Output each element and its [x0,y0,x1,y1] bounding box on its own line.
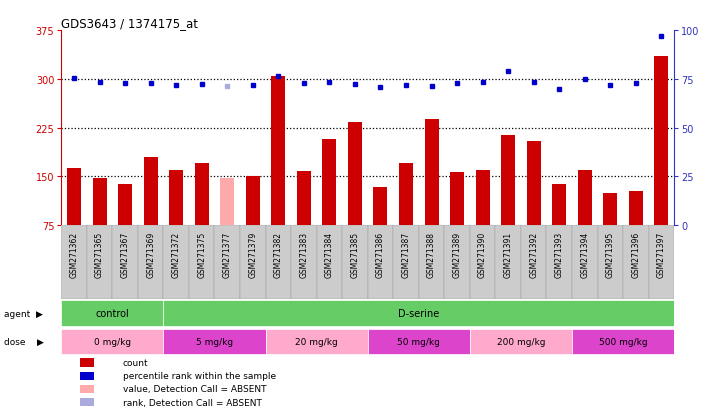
Text: GSM271388: GSM271388 [427,231,436,278]
Text: dose    ▶: dose ▶ [4,337,43,346]
Bar [80,385,94,393]
Text: GSM271391: GSM271391 [504,231,513,278]
Bar [521,225,547,299]
Text: GSM271397: GSM271397 [657,231,666,278]
Text: GSM271384: GSM271384 [325,231,334,278]
Bar [80,358,94,367]
Text: GSM271390: GSM271390 [478,231,487,278]
Bar [368,329,470,354]
Bar [348,123,362,225]
Bar [112,225,138,299]
Bar [649,225,674,299]
Bar [271,76,286,225]
Bar [373,188,387,225]
Text: GSM271393: GSM271393 [554,231,564,278]
Text: GSM271377: GSM271377 [223,231,231,278]
Text: GSM271386: GSM271386 [376,231,385,278]
Bar [629,192,643,225]
Text: rank, Detection Call = ABSENT: rank, Detection Call = ABSENT [123,398,262,407]
Text: GSM271372: GSM271372 [172,231,181,278]
Text: GSM271387: GSM271387 [402,231,410,278]
Bar [143,157,158,225]
Bar [470,225,495,299]
Bar [61,225,87,299]
Text: GSM271367: GSM271367 [120,231,130,278]
Bar [444,225,470,299]
Bar [138,225,164,299]
Bar [164,301,674,326]
Bar [501,136,516,225]
Bar [526,141,541,225]
Bar [61,301,164,326]
Text: 500 mg/kg: 500 mg/kg [598,337,647,346]
Text: 50 mg/kg: 50 mg/kg [397,337,441,346]
Bar [164,329,265,354]
Bar [655,57,668,225]
Bar [322,140,337,225]
Text: agent  ▶: agent ▶ [4,309,43,318]
Bar [572,225,598,299]
Bar [578,171,592,225]
Bar [399,164,413,225]
Bar [393,225,419,299]
Bar [80,372,94,380]
Bar [246,177,260,225]
Bar [189,225,215,299]
Bar [291,225,317,299]
Bar [80,398,94,406]
Bar [297,172,311,225]
Text: control: control [95,309,129,318]
Bar [92,178,107,225]
Bar [495,225,521,299]
Bar [368,225,393,299]
Text: 0 mg/kg: 0 mg/kg [94,337,131,346]
Bar [598,225,623,299]
Bar [623,225,649,299]
Bar [470,329,572,354]
Text: D-serine: D-serine [398,309,439,318]
Bar [265,225,291,299]
Bar [425,120,438,225]
Bar [195,164,209,225]
Bar [476,171,490,225]
Bar [342,225,368,299]
Bar [572,329,674,354]
Bar [265,329,368,354]
Text: 200 mg/kg: 200 mg/kg [497,337,545,346]
Text: GSM271385: GSM271385 [350,231,360,278]
Bar [552,185,566,225]
Text: percentile rank within the sample: percentile rank within the sample [123,371,275,380]
Bar [67,169,81,225]
Text: GSM271379: GSM271379 [248,231,257,278]
Text: GSM271362: GSM271362 [69,231,79,278]
Bar [87,225,112,299]
Bar [169,171,183,225]
Bar [220,179,234,225]
Text: GSM271369: GSM271369 [146,231,155,278]
Bar [450,172,464,225]
Bar [419,225,444,299]
Text: value, Detection Call = ABSENT: value, Detection Call = ABSENT [123,385,266,394]
Text: GSM271392: GSM271392 [529,231,538,278]
Text: GSM271375: GSM271375 [198,231,206,278]
Text: GSM271382: GSM271382 [274,231,283,278]
Text: GSM271365: GSM271365 [95,231,104,278]
Bar [240,225,265,299]
Bar [118,185,132,225]
Text: count: count [123,358,149,367]
Bar [164,225,189,299]
Text: GDS3643 / 1374175_at: GDS3643 / 1374175_at [61,17,198,30]
Text: GSM271395: GSM271395 [606,231,615,278]
Text: GSM271396: GSM271396 [632,231,640,278]
Text: GSM271394: GSM271394 [580,231,589,278]
Bar [61,329,164,354]
Text: GSM271383: GSM271383 [299,231,309,278]
Text: 20 mg/kg: 20 mg/kg [296,337,338,346]
Text: 5 mg/kg: 5 mg/kg [196,337,233,346]
Bar [603,193,617,225]
Bar [317,225,342,299]
Bar [215,225,240,299]
Bar [547,225,572,299]
Text: GSM271389: GSM271389 [453,231,461,278]
